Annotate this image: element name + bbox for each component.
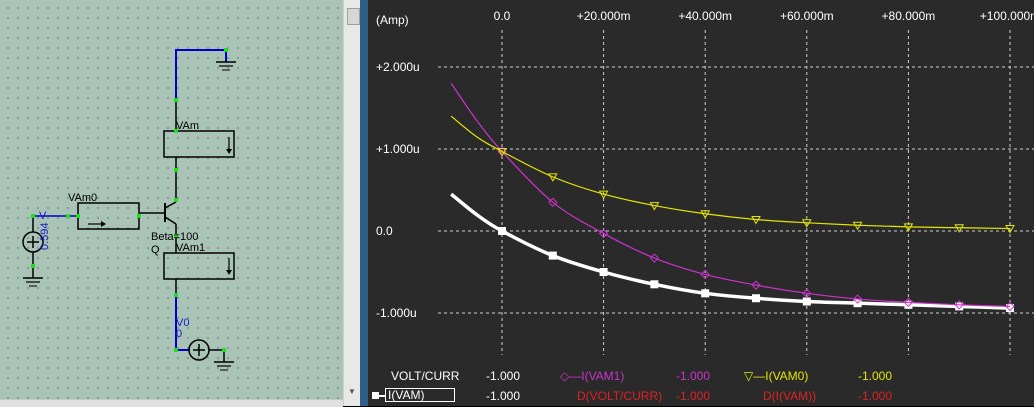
data-point-triangle [903,223,914,232]
ammeter-vam0 [77,202,140,230]
label-vam1: VAm1 [176,242,206,254]
data-point-triangle [649,202,660,211]
data-point-diamond [751,280,761,290]
schematic-drawing [22,48,236,371]
y-tick-label: +1.000u [376,142,420,156]
data-point-triangle [1005,225,1015,234]
data-point-square [498,227,506,235]
wire-top-ground [175,49,227,100]
data-point-diamond [954,300,964,310]
label-vam: VAm [176,120,200,132]
data-point-square [701,289,710,298]
data-point-diamond [903,297,914,308]
scrollbar-thumb[interactable] [347,8,360,25]
legend-d-ivam-label: D(I(VAM)) [763,389,817,403]
ammeter-vam [163,130,235,158]
y-tick-label: 0.0 [376,224,393,238]
waveform-plot[interactable]: 0.0 +20.000m +40.000m +60.000m +80.000m +100.… [368,0,1034,406]
data-point-triangle [801,219,812,228]
data-point-triangle [598,190,609,200]
data-point-triangle [852,221,863,231]
x-tick-label: +20.000m [577,9,631,23]
data-point-square [1006,304,1014,313]
legend-ivam0: ▽—I(VAM0) [744,370,808,382]
data-point-diamond [649,253,660,263]
legend-ivam0-value: -1.000 [858,369,893,383]
schematic-horizontal-scrollbar[interactable] [0,399,343,407]
x-tick-label: +40.000m [678,9,732,23]
ammeter-vam1 [163,252,235,280]
data-point-square [955,302,964,311]
label-vam0: VAm0 [68,192,98,204]
y-tick-label: -1.000u [376,306,417,320]
legend-volt-curr-label: VOLT/CURR [391,369,460,383]
y-axis-label: (Amp) [376,13,409,27]
diamond-marker-icon: ◇— [560,369,582,383]
data-point-square [752,294,760,303]
legend-ivam-value: -1.000 [486,389,521,403]
legend-ivam[interactable]: I(VAM) [372,388,456,402]
pane-divider[interactable] [360,0,368,406]
data-point-diamond [598,228,609,239]
legend-ivam1: ◇—I(VAM1) [560,370,624,382]
schematic-canvas[interactable]: VAm VAm0 V 0.594 Beta=100 Q VAm1 V0 0 [0,0,343,406]
data-point-diamond [548,197,558,208]
label-beta: Beta=100 [151,231,199,243]
schematic-vertical-scrollbar[interactable]: ▼ [343,0,361,406]
legend-d-volt-curr-value: -1.000 [676,389,711,403]
label-v-source-value: 0.594 [39,222,51,250]
triangle-marker-icon: ▽— [744,369,766,383]
data-point-square [904,300,913,309]
legend-volt-curr-value: -1.000 [486,369,521,383]
x-tick-label: +60.000m [780,9,834,23]
legend-ivam1-label: I(VAM1) [581,369,625,383]
label-v0: V0 [176,317,190,329]
x-tick-label: 0.0 [494,9,511,23]
data-point-square [802,297,811,306]
data-point-triangle [751,216,761,225]
data-point-diamond [802,288,812,299]
data-point-triangle [700,210,711,219]
series-line-ivam0 [450,115,1011,230]
data-point-triangle [547,173,558,182]
series-line-ivam [450,192,1011,310]
label-q: Q [151,244,160,256]
label-v0-value: 0 [176,328,183,340]
data-point-diamond [852,294,863,304]
data-point-diamond [1005,301,1015,312]
square-marker-icon [372,392,379,400]
data-point-triangle [954,224,965,233]
legend-d-volt-curr-label: D(VOLT/CURR) [577,389,663,403]
label-v-source: V [39,210,47,222]
plot-svg: 0.0 +20.000m +40.000m +60.000m +80.000m +100.… [376,9,1034,355]
data-point-square [650,280,659,289]
legend-ivam0-label: I(VAM0) [765,369,809,383]
series-line-ivam1 [450,83,1011,308]
scroll-down-arrow-icon[interactable]: ▼ [348,387,356,396]
data-point-triangle [497,147,507,157]
data-point-square [599,268,608,276]
y-tick-label: +2.000u [376,60,420,74]
legend-ivam1-value: -1.000 [676,369,711,383]
legend-ivam-label[interactable]: I(VAM) [385,388,456,402]
x-tick-label: +80.000m [882,9,936,23]
legend-d-ivam-value: -1.000 [858,389,893,403]
x-tick-label: +100.000m [980,9,1034,23]
data-point-diamond [700,269,710,280]
data-point-square [548,251,557,260]
